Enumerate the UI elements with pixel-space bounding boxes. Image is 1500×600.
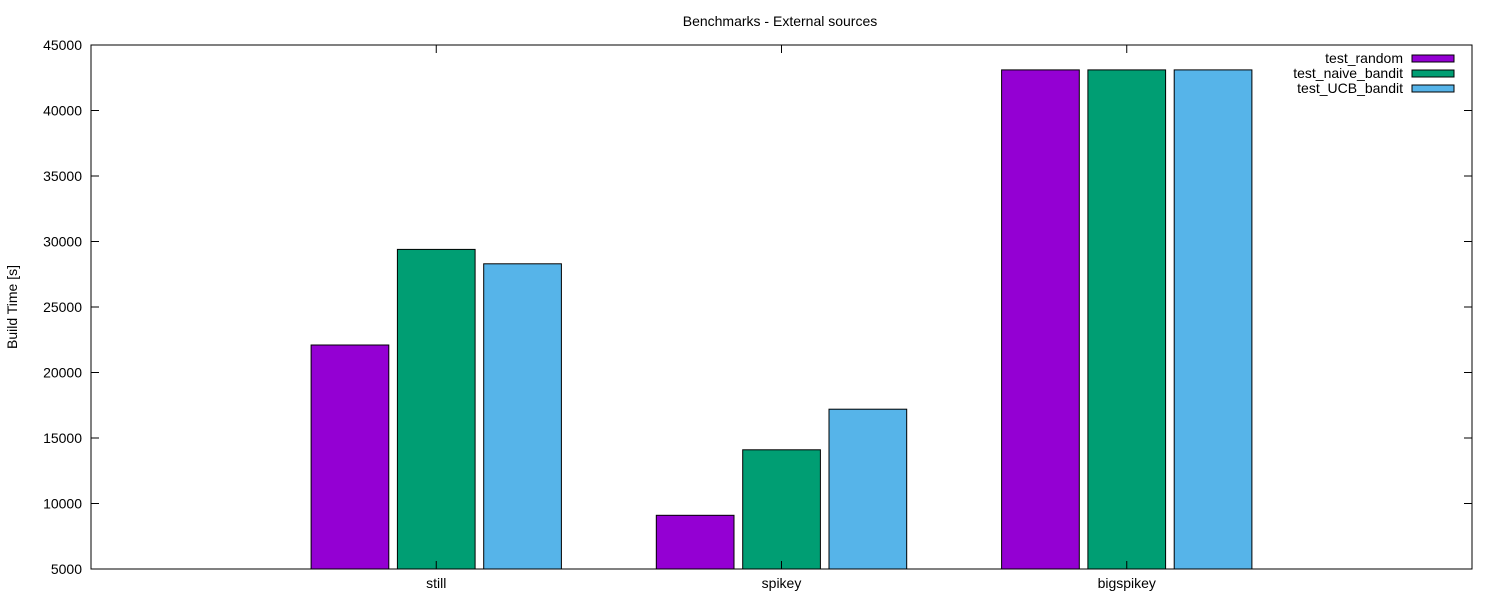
legend-swatch: [1411, 69, 1455, 78]
legend-label: test_naive_bandit: [1293, 65, 1403, 81]
y-ticks: 5000 10000 15000 20000 25000 30000 35000 40000 4…: [43, 37, 1472, 577]
y-tick-label: 15000: [43, 430, 82, 446]
legend-swatch: [1411, 84, 1455, 93]
y-tick-label: 5000: [51, 561, 82, 577]
y-tick-label: 20000: [43, 365, 82, 381]
legend-label: test_UCB_bandit: [1297, 80, 1403, 96]
bars-group: [310, 69, 1253, 570]
x-tick-label: spikey: [762, 575, 802, 591]
y-axis-label: Build Time [s]: [4, 265, 20, 349]
x-tick-label: bigspikey: [1098, 575, 1156, 591]
y-tick-label: 40000: [43, 103, 82, 119]
y-tick-label: 45000: [43, 37, 82, 53]
plot-frame: [90, 44, 1473, 570]
y-tick-label: 35000: [43, 168, 82, 184]
bar-test_random-spikey: [655, 514, 735, 570]
x-ticks: still spikey bigspikey: [426, 45, 1156, 591]
legend-label: test_random: [1325, 50, 1403, 66]
x-tick-label: still: [426, 575, 446, 591]
bar-test_UCB_bandit-still: [483, 263, 562, 570]
y-tick-label: 25000: [43, 299, 82, 315]
bar-test_naive_bandit-spikey: [742, 449, 821, 570]
bar-test_random-bigspikey: [1001, 69, 1080, 570]
bar-test_naive_bandit-bigspikey: [1087, 69, 1167, 570]
bar-test_UCB_bandit-bigspikey: [1173, 69, 1253, 570]
bar-test_naive_bandit-still: [396, 248, 476, 570]
y-tick-label: 10000: [43, 496, 82, 512]
legend: test_randomtest_naive_bandittest_UCB_ban…: [1293, 50, 1455, 96]
legend-swatch: [1411, 54, 1455, 63]
bar-test_random-still: [310, 344, 390, 570]
bar-test_UCB_bandit-spikey: [828, 408, 908, 570]
y-tick-label: 30000: [43, 234, 82, 250]
chart-title: Benchmarks - External sources: [683, 13, 878, 29]
